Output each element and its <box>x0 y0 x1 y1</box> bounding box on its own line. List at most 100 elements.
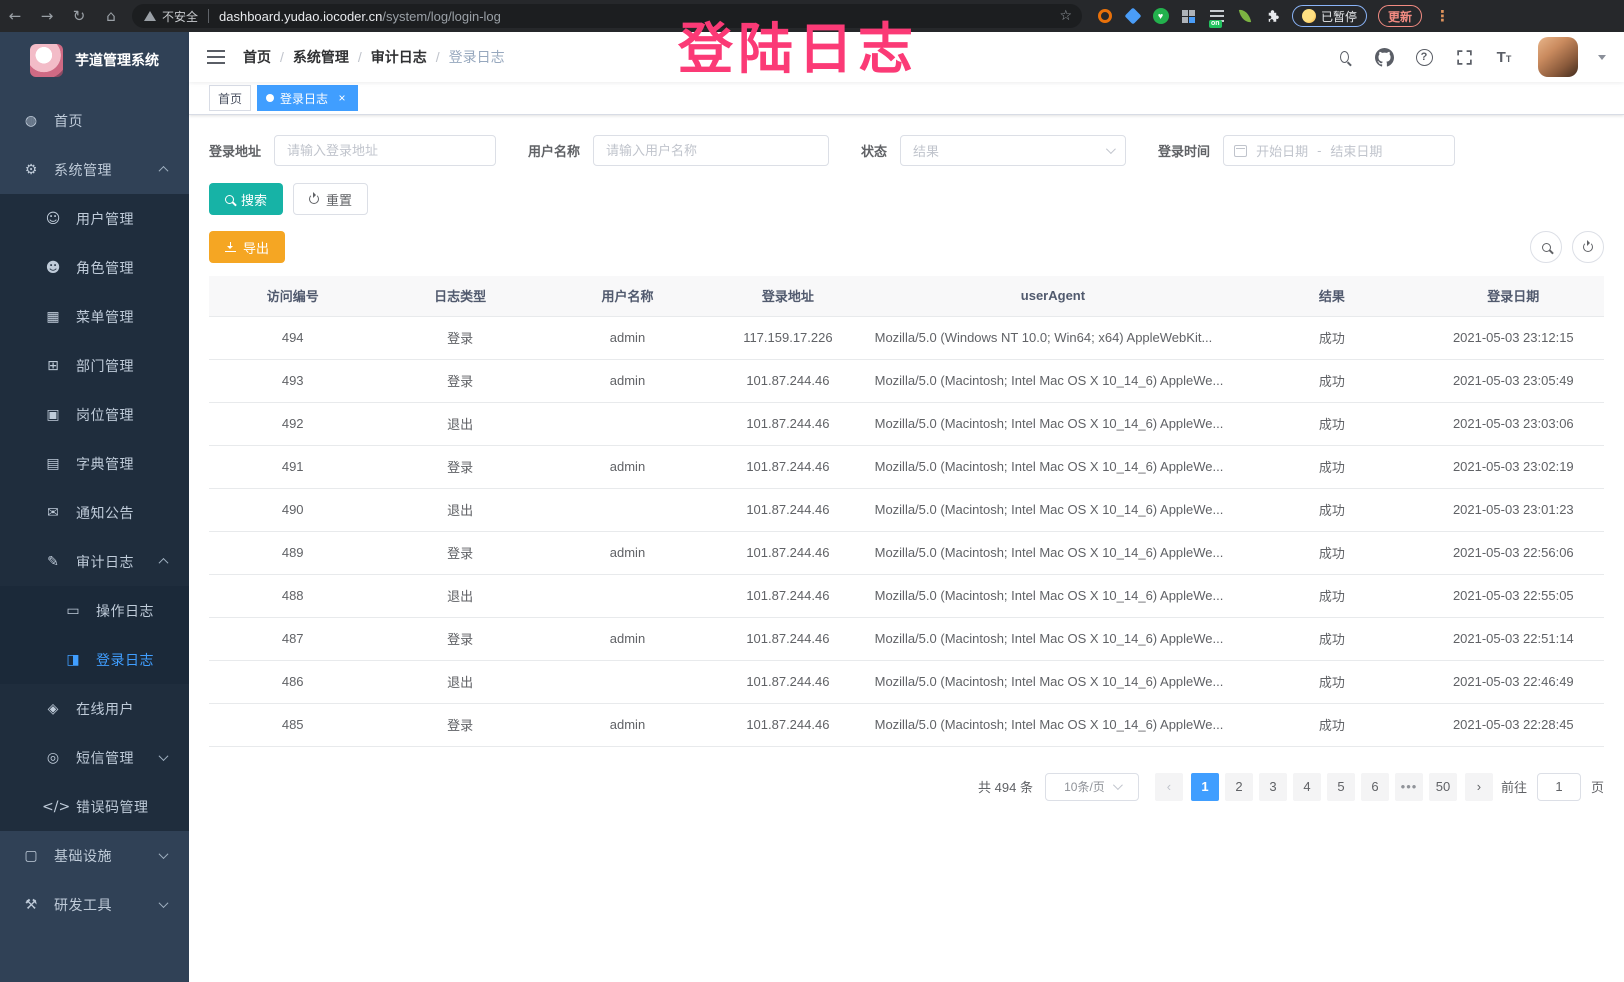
cell-login-date: 2021-05-03 22:55:05 <box>1422 574 1604 618</box>
cell-result: 成功 <box>1241 703 1423 747</box>
cell-login-date: 2021-05-03 23:12:15 <box>1422 316 1604 360</box>
page-size-value: 10条/页 <box>1064 780 1105 794</box>
reset-button[interactable]: 重置 <box>293 183 369 215</box>
sidebar-menu-item[interactable]: ▦ 菜单管理 <box>0 292 189 341</box>
cell-result: 成功 <box>1241 488 1423 532</box>
sidebar-menu-item[interactable]: ⚙ 系统管理 <box>0 145 189 194</box>
browser-reload-icon[interactable] <box>70 7 88 25</box>
status-label: 状态 <box>861 144 888 159</box>
goto-page-input[interactable] <box>1536 772 1581 801</box>
extension-sprout-icon[interactable] <box>1236 8 1253 25</box>
sidebar: 芋道管理系统 ◍ 首页 ⚙ 系统管理 ☺ 用户管理 <box>0 32 189 982</box>
avatar-caret-icon[interactable] <box>1598 54 1606 60</box>
sidebar-menu-item[interactable]: ◎ 短信管理 <box>0 733 189 782</box>
username-input[interactable] <box>593 135 830 166</box>
cell-username: admin <box>543 617 712 661</box>
login-address-input[interactable] <box>274 135 497 166</box>
hamburger-icon[interactable] <box>207 50 225 64</box>
browser-forward-icon[interactable] <box>38 7 56 25</box>
sidebar-menu-item[interactable]: </> 错误码管理 <box>0 782 189 831</box>
cell-login-address: 101.87.244.46 <box>711 402 865 446</box>
browser-home-icon[interactable] <box>102 7 120 25</box>
help-icon[interactable] <box>1414 47 1434 67</box>
sidebar-menu-item[interactable]: ⚒ 研发工具 <box>0 880 189 929</box>
cell-log-type: 登录 <box>376 316 544 360</box>
refresh-table-button[interactable] <box>1572 231 1604 263</box>
tag-close-icon[interactable] <box>335 91 349 105</box>
extension-heart-icon[interactable] <box>1152 8 1169 25</box>
sidebar-menu-item[interactable]: ☻ 角色管理 <box>0 243 189 292</box>
menu-item-icon: ⚙ <box>24 161 38 178</box>
export-button-label: 导出 <box>243 240 270 256</box>
sidebar-menu-item[interactable]: ✉ 通知公告 <box>0 488 189 537</box>
date-range-picker[interactable]: 开始日期 - 结束日期 <box>1223 135 1456 166</box>
date-separator: - <box>1317 143 1322 158</box>
breadcrumb-item[interactable]: 登录日志 <box>448 49 505 65</box>
page-number-button[interactable]: 50 <box>1428 772 1457 801</box>
sidebar-menu-item[interactable]: ▢ 基础设施 <box>0 831 189 880</box>
address-bar[interactable]: 不安全 dashboard.yudao.iocoder.cn/system/lo… <box>132 4 1082 28</box>
extension-orange-icon[interactable] <box>1096 8 1113 25</box>
search-icon[interactable] <box>1334 47 1354 67</box>
extension-list-icon[interactable]: on <box>1208 8 1225 28</box>
url-domain: dashboard.yudao.iocoder.cn <box>219 8 383 24</box>
tag-login-log[interactable]: 登录日志 <box>257 85 359 111</box>
browser-menu-icon[interactable] <box>1435 7 1450 25</box>
page-number-button[interactable]: ••• <box>1394 772 1423 801</box>
browser-update-button[interactable]: 更新 <box>1378 5 1423 27</box>
login-log-table: 访问编号 日志类型 用户名称 登录地址 userAgent 结果 登录日期 494 登录 a… <box>209 276 1604 747</box>
browser-back-icon[interactable] <box>6 7 24 25</box>
export-button[interactable]: 导出 <box>209 231 286 263</box>
app-logo[interactable]: 芋道管理系统 <box>0 32 189 88</box>
search-button[interactable]: 搜索 <box>209 183 284 215</box>
download-icon <box>225 242 236 252</box>
menu-item-label: 错误码管理 <box>76 798 149 815</box>
menu-item-label: 角色管理 <box>76 259 134 276</box>
prev-page-button[interactable]: ‹ <box>1154 772 1183 801</box>
sidebar-menu-item[interactable]: ▣ 岗位管理 <box>0 390 189 439</box>
menu-item-icon: ▤ <box>46 455 60 472</box>
next-page-button[interactable]: › <box>1464 772 1493 801</box>
sidebar-menu-item[interactable]: ▭ 操作日志 <box>0 586 189 635</box>
fullscreen-icon[interactable] <box>1454 47 1474 67</box>
cell-result: 成功 <box>1241 617 1423 661</box>
extension-gem-icon[interactable] <box>1124 7 1141 25</box>
sidebar-menu-item[interactable]: ⊞ 部门管理 <box>0 341 189 390</box>
extensions-puzzle-icon[interactable] <box>1264 8 1281 25</box>
cell-useragent: Mozilla/5.0 (Macintosh; Intel Mac OS X 1… <box>864 574 1242 618</box>
page-number-button[interactable]: 3 <box>1258 772 1287 801</box>
cell-log-type: 登录 <box>376 359 544 403</box>
sidebar-menu-item[interactable]: ✎ 审计日志 <box>0 537 189 586</box>
sidebar-menu-item[interactable]: ◈ 在线用户 <box>0 684 189 733</box>
status-select[interactable]: 结果 <box>900 135 1127 166</box>
sidebar-menu-item[interactable]: ◨ 登录日志 <box>0 635 189 684</box>
breadcrumb-item[interactable]: 系统管理 <box>293 47 371 67</box>
login-time-label: 登录时间 <box>1158 144 1211 159</box>
page-number-button[interactable]: 5 <box>1326 772 1355 801</box>
toggle-search-button[interactable] <box>1530 231 1562 263</box>
menu-item-label: 岗位管理 <box>76 406 134 423</box>
page-number-button[interactable]: 1 <box>1190 772 1219 801</box>
breadcrumb-item[interactable]: 审计日志 <box>371 47 449 67</box>
table-row: 485 登录 admin 101.87.244.46 Mozilla/5.0 (… <box>209 703 1604 747</box>
profile-paused-chip[interactable]: 已暂停 <box>1292 5 1368 27</box>
page-number-button[interactable]: 4 <box>1292 772 1321 801</box>
emoji-avatar-icon <box>1302 9 1316 23</box>
page-number-button[interactable]: 2 <box>1224 772 1253 801</box>
page-size-select[interactable]: 10条/页 <box>1044 772 1139 801</box>
breadcrumb-item[interactable]: 首页 <box>243 47 293 67</box>
extension-grid-icon[interactable] <box>1180 8 1197 25</box>
sidebar-menu-item[interactable]: ☺ 用户管理 <box>0 194 189 243</box>
page-number-button[interactable]: 6 <box>1360 772 1389 801</box>
cell-useragent: Mozilla/5.0 (Macintosh; Intel Mac OS X 1… <box>864 359 1242 403</box>
cell-result: 成功 <box>1241 402 1423 446</box>
user-avatar[interactable] <box>1538 37 1578 77</box>
github-icon[interactable] <box>1374 47 1394 67</box>
bookmark-star-icon[interactable] <box>1059 8 1072 24</box>
app-title: 芋道管理系统 <box>75 52 159 68</box>
font-size-icon[interactable] <box>1494 47 1514 67</box>
sidebar-menu-item[interactable]: ▤ 字典管理 <box>0 439 189 488</box>
sidebar-menu-item[interactable]: ◍ 首页 <box>0 96 189 145</box>
tag-home[interactable]: 首页 <box>209 85 252 111</box>
cell-login-date: 2021-05-03 23:03:06 <box>1422 402 1604 446</box>
